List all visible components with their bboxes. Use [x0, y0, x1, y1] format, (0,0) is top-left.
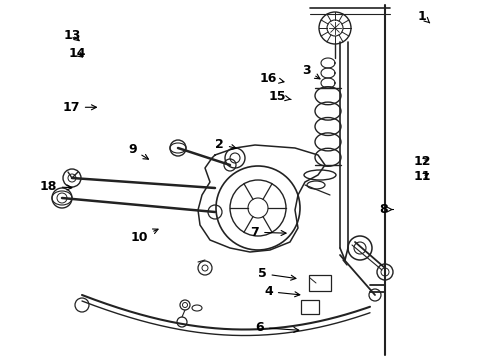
Text: 8: 8 [379, 203, 393, 216]
Text: 18: 18 [39, 180, 72, 193]
Text: 4: 4 [264, 285, 300, 298]
Text: 6: 6 [255, 321, 299, 334]
Text: 7: 7 [250, 226, 286, 239]
Text: 9: 9 [128, 143, 148, 159]
Text: 17: 17 [62, 101, 97, 114]
Text: 16: 16 [260, 72, 284, 85]
Text: 15: 15 [268, 90, 291, 103]
Text: 2: 2 [215, 138, 236, 150]
Text: 11: 11 [414, 170, 431, 183]
Text: 14: 14 [69, 47, 86, 60]
Text: 1: 1 [418, 10, 430, 23]
Text: 12: 12 [414, 155, 431, 168]
Text: 3: 3 [302, 64, 320, 79]
Text: 13: 13 [64, 29, 81, 42]
Text: 10: 10 [131, 229, 158, 244]
Text: 5: 5 [258, 267, 296, 280]
